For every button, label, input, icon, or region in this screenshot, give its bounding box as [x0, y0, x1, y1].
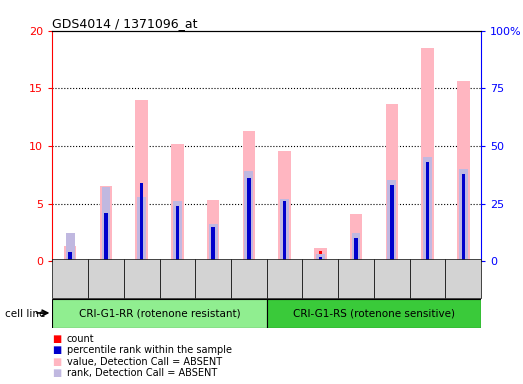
Bar	[338, 259, 374, 298]
Bar	[243, 131, 255, 261]
Bar	[280, 199, 289, 261]
Bar	[461, 215, 465, 261]
Bar	[124, 259, 160, 298]
Bar	[211, 227, 215, 261]
Bar	[388, 180, 396, 261]
Bar	[374, 259, 410, 298]
Bar	[231, 259, 267, 298]
Bar	[247, 178, 251, 261]
Bar	[410, 259, 446, 298]
Bar	[350, 214, 362, 261]
Bar	[426, 162, 429, 261]
Bar	[176, 206, 179, 261]
Bar	[351, 233, 360, 261]
Bar	[207, 200, 219, 261]
Bar	[69, 247, 72, 261]
Bar	[160, 259, 195, 298]
Bar	[140, 183, 143, 261]
Bar	[64, 246, 76, 261]
Bar	[283, 229, 287, 261]
Bar	[140, 220, 143, 261]
Bar	[385, 104, 398, 261]
Bar	[101, 187, 110, 261]
Bar	[135, 100, 148, 261]
Bar	[211, 242, 215, 261]
Bar	[173, 201, 182, 261]
Bar	[426, 209, 429, 261]
Bar	[209, 224, 218, 261]
Text: rank, Detection Call = ABSENT: rank, Detection Call = ABSENT	[67, 368, 217, 378]
Text: ■: ■	[52, 334, 62, 344]
Bar	[247, 217, 251, 261]
Bar	[52, 299, 267, 328]
Bar	[69, 252, 72, 261]
Bar	[461, 174, 465, 261]
Bar	[278, 151, 291, 261]
Bar	[52, 259, 88, 298]
Bar	[137, 197, 146, 261]
Bar	[446, 259, 481, 298]
Text: value, Detection Call = ABSENT: value, Detection Call = ABSENT	[67, 357, 222, 367]
Bar	[354, 243, 358, 261]
Bar	[457, 81, 470, 261]
Bar	[390, 185, 394, 261]
Text: count: count	[67, 334, 95, 344]
Bar	[316, 254, 325, 261]
Text: CRI-G1-RS (rotenone sensitive): CRI-G1-RS (rotenone sensitive)	[293, 308, 455, 319]
Bar	[302, 259, 338, 298]
Text: ■: ■	[52, 345, 62, 355]
Bar	[314, 248, 326, 261]
Text: GDS4014 / 1371096_at: GDS4014 / 1371096_at	[52, 17, 198, 30]
Bar	[319, 257, 322, 261]
Text: cell line: cell line	[5, 309, 46, 319]
Text: percentile rank within the sample: percentile rank within the sample	[67, 345, 232, 355]
Bar	[100, 186, 112, 261]
Bar	[88, 259, 124, 298]
Bar	[176, 232, 179, 261]
Bar	[354, 238, 358, 261]
Bar	[423, 157, 432, 261]
Text: CRI-G1-RR (rotenone resistant): CRI-G1-RR (rotenone resistant)	[78, 308, 241, 319]
Bar	[319, 251, 322, 261]
Bar	[195, 259, 231, 298]
Bar	[104, 213, 108, 261]
Bar	[422, 48, 434, 261]
Bar	[390, 217, 394, 261]
Bar	[171, 144, 184, 261]
Text: ■: ■	[52, 357, 62, 367]
Text: ■: ■	[52, 368, 62, 378]
Bar	[244, 171, 253, 261]
Bar	[267, 299, 481, 328]
Bar	[459, 169, 468, 261]
Bar	[66, 233, 75, 261]
Bar	[283, 201, 287, 261]
Bar	[267, 259, 302, 298]
Bar	[104, 238, 108, 261]
